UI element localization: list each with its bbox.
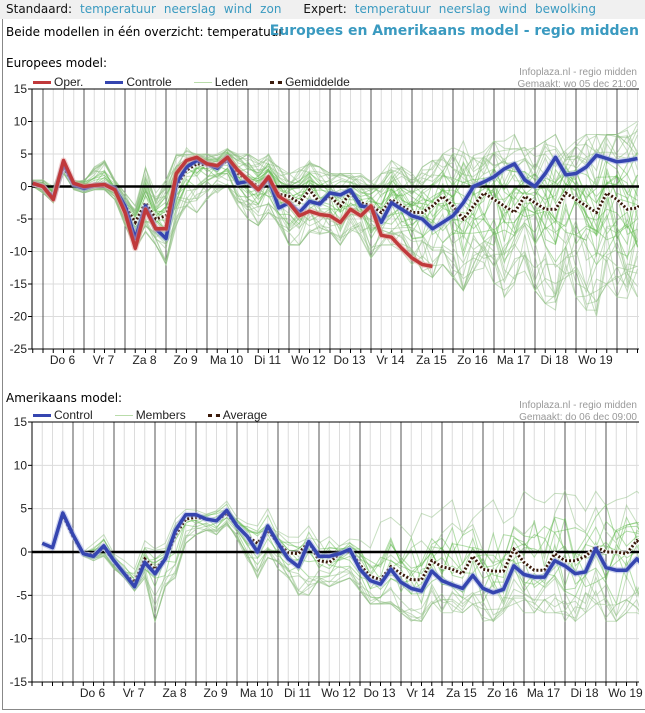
eu-oper-line [32, 155, 433, 269]
eu-day-label: Vr 14 [376, 353, 405, 367]
eu-member-line [32, 159, 638, 224]
eu-plot-area [32, 121, 639, 317]
eu-made: Gemaakt: wo 05 dec 21:00 [517, 79, 637, 90]
us-legend: Control Members Average [33, 408, 289, 422]
eu-member-line [32, 121, 638, 208]
eu-legend-controle: Controle [105, 75, 172, 89]
nav-expert-bewolking-link[interactable]: bewolking [534, 2, 596, 16]
eu-ytick-label: 0 [20, 180, 27, 194]
eu-ytick-label: -25 [10, 342, 28, 356]
nav-expert-neerslag-link[interactable]: neerslag [438, 2, 491, 16]
eu-day-label: Wo 12 [291, 353, 326, 367]
eu-legend-leden: Leden [193, 75, 248, 89]
eu-day-label: Vr 7 [93, 353, 115, 367]
nav-standard-zon-link[interactable]: zon [260, 2, 282, 16]
us-meta: Infoplaza.nl - regio midden Gemaakt: do … [519, 400, 637, 424]
nav-standard-temperatuur-link[interactable]: temperatuur [80, 2, 156, 16]
eu-ytick-label: -15 [10, 277, 28, 291]
oper-swatch-icon [33, 81, 51, 85]
members-swatch-icon [114, 415, 133, 417]
eu-day-label: Ma 17 [497, 353, 531, 367]
eu-source: Infoplaza.nl - regio midden [519, 67, 637, 78]
us-legend-control: Control [33, 408, 93, 422]
eu-day-label: Wo 19 [578, 353, 613, 367]
control-swatch-icon [33, 414, 51, 418]
us-made: Gemaakt: do 06 dec 09:00 [519, 412, 637, 423]
eu-ytick-label: 5 [20, 147, 27, 161]
eu-section-title: Europees model: [6, 56, 108, 70]
eu-day-label: Ma 10 [210, 353, 244, 367]
eu-ytick-label: 10 [14, 115, 28, 129]
eu-day-label: Do 13 [333, 353, 365, 367]
nav-standard-wind-link[interactable]: wind [223, 2, 253, 16]
eu-average-line [32, 158, 639, 226]
eu-legend: Oper. Controle Leden Gemiddelde [33, 75, 372, 89]
nav-expert-label: Expert: [303, 2, 347, 16]
average-swatch-icon [207, 414, 220, 418]
eu-legend-oper: Oper. [33, 75, 83, 89]
average-swatch-icon [270, 81, 283, 85]
us-legend-average: Average [207, 408, 267, 422]
eu-ytick-label: -20 [10, 310, 28, 324]
page-headline: Europees en Amerikaans model - regio mid… [269, 23, 639, 39]
eu-day-label: Di 18 [540, 353, 568, 367]
nav-standard-label: Standaard: [6, 2, 72, 16]
eu-ytick-label: -10 [10, 245, 28, 259]
eu-day-label: Di 11 [254, 353, 281, 367]
us-source: Infoplaza.nl - regio midden [519, 400, 637, 411]
us-legend-members: Members [114, 408, 186, 422]
eu-day-label: Zo 9 [173, 353, 197, 367]
nav-expert-wind-link[interactable]: wind [498, 2, 527, 16]
nav-expert-temperatuur-link[interactable]: temperatuur [354, 2, 431, 16]
members-swatch-icon [193, 82, 212, 84]
control-swatch-icon [105, 81, 124, 85]
eu-day-label: Zo 16 [457, 353, 488, 367]
eu-ytick-label: -5 [16, 212, 27, 226]
eu-legend-gemiddelde: Gemiddelde [270, 75, 350, 89]
eu-day-label: Do 6 [50, 353, 76, 367]
us-section-title: Amerikaans model: [6, 391, 123, 405]
eu-ytick-label: 15 [14, 82, 28, 96]
nav-standard-neerslag-link[interactable]: neerslag [163, 2, 216, 16]
eu-day-label: Za 15 [416, 353, 447, 367]
page-subtitle: Beide modellen in één overzicht: tempera… [6, 25, 284, 39]
eu-day-label: Za 8 [132, 353, 156, 367]
nav-bar: Standaard: temperatuur neerslag wind zon Expe… [0, 0, 645, 19]
eu-meta: Infoplaza.nl - regio midden Gemaakt: wo … [517, 67, 637, 91]
eu-chart: 15 10 5 0 -5 -10 -15 -20 -25 Do 6 Vr 7 Za 8 Zo 9 Ma 1… [10, 82, 639, 367]
